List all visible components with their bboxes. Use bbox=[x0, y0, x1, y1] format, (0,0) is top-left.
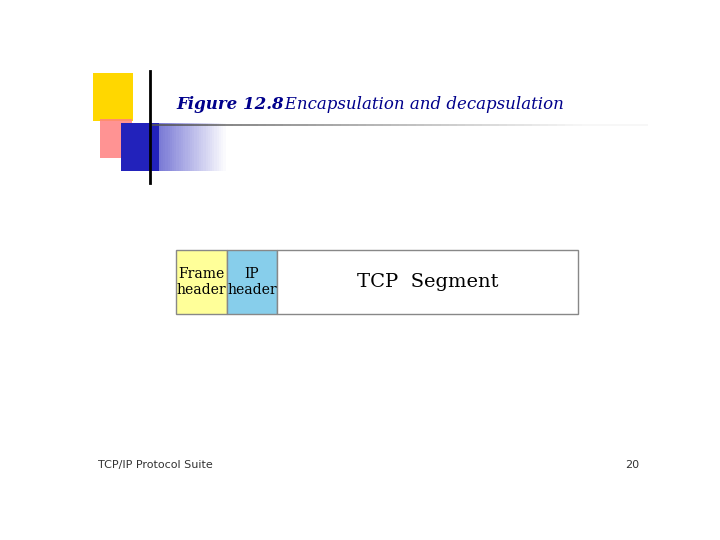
Bar bbox=[227, 250, 277, 314]
Bar bbox=[201, 123, 203, 171]
Bar bbox=[219, 123, 221, 171]
Bar bbox=[186, 123, 188, 171]
Bar bbox=[170, 123, 172, 171]
Bar bbox=[215, 123, 217, 171]
Bar bbox=[168, 123, 170, 171]
Bar bbox=[203, 123, 205, 171]
Text: Frame
header: Frame header bbox=[177, 267, 226, 297]
Text: TCP  Segment: TCP Segment bbox=[357, 273, 498, 291]
Bar bbox=[161, 123, 163, 171]
Bar bbox=[197, 123, 199, 171]
Text: TCP/IP Protocol Suite: TCP/IP Protocol Suite bbox=[99, 460, 213, 470]
Bar bbox=[166, 123, 168, 171]
Bar bbox=[212, 123, 215, 171]
Bar bbox=[100, 119, 132, 158]
Bar bbox=[210, 123, 212, 171]
Bar bbox=[223, 123, 225, 171]
Bar bbox=[188, 123, 190, 171]
Text: Figure 12.8: Figure 12.8 bbox=[176, 96, 284, 113]
Text: Encapsulation and decapsulation: Encapsulation and decapsulation bbox=[269, 96, 564, 113]
Bar bbox=[179, 123, 181, 171]
Bar bbox=[221, 123, 223, 171]
Bar bbox=[205, 123, 208, 171]
Bar bbox=[121, 123, 158, 171]
Bar bbox=[172, 123, 174, 171]
Bar bbox=[163, 123, 166, 171]
Bar bbox=[176, 250, 227, 314]
Bar bbox=[93, 73, 133, 121]
Bar bbox=[199, 123, 201, 171]
Bar bbox=[183, 123, 186, 171]
Bar bbox=[181, 123, 183, 171]
Bar bbox=[158, 123, 161, 171]
Bar bbox=[194, 123, 197, 171]
Bar bbox=[174, 123, 176, 171]
Text: IP
header: IP header bbox=[227, 267, 276, 297]
Bar bbox=[208, 123, 210, 171]
Text: 20: 20 bbox=[626, 460, 639, 470]
Bar bbox=[192, 123, 194, 171]
Bar bbox=[176, 123, 179, 171]
Bar bbox=[217, 123, 219, 171]
Bar bbox=[190, 123, 192, 171]
Bar bbox=[277, 250, 578, 314]
